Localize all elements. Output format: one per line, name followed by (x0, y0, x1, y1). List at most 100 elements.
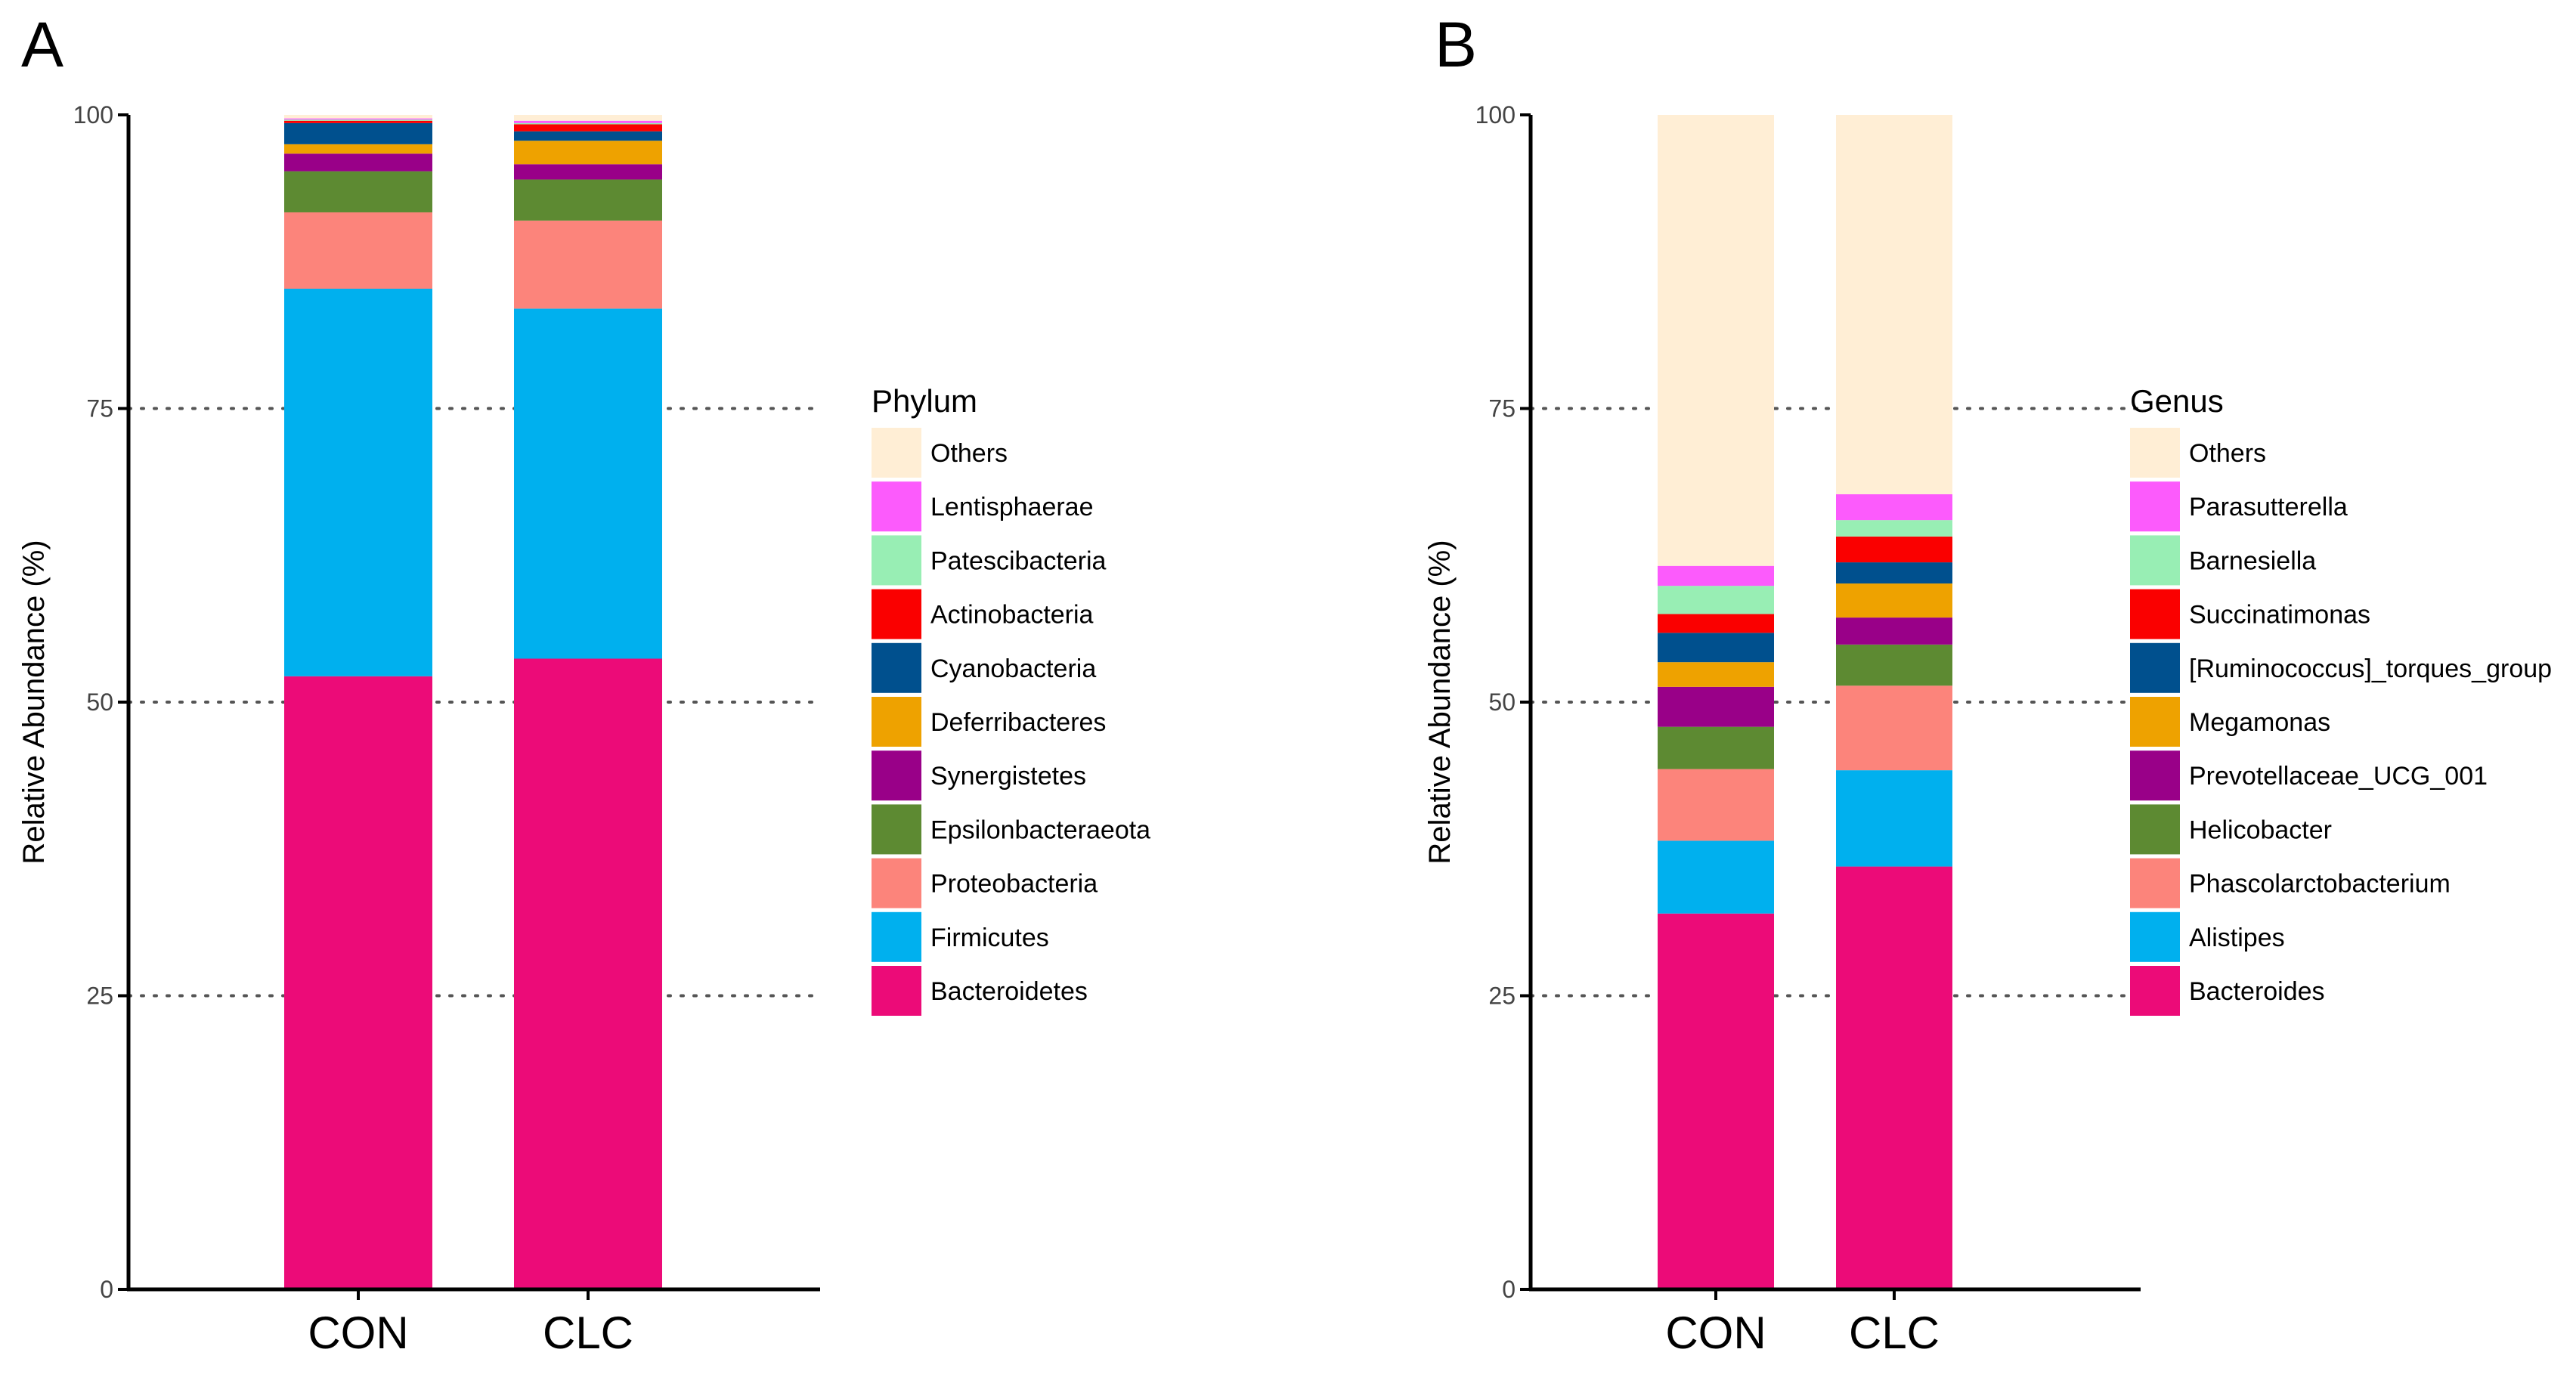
bar-segment-alistipes (1836, 770, 1952, 867)
bar-segment-helicobacter (1658, 726, 1774, 769)
legend-item: Firmicutes (872, 911, 1049, 962)
legend-label: Barnesiella (2189, 546, 2316, 575)
legend-key (872, 535, 921, 586)
bar-segment-parasutterella (1658, 565, 1774, 586)
bar-segment-succinatimonas (1658, 614, 1774, 633)
panel-label-a: A (21, 9, 63, 80)
legend-label: Deferribacteres (930, 708, 1106, 737)
legend-label: Cyanobacteria (930, 655, 1096, 683)
legend-item: Succinatimonas (2130, 589, 2370, 639)
legend-item: Epsilonbacteraeota (872, 804, 1150, 855)
legend-item: Proteobacteria (872, 858, 1098, 908)
bar-segment-lentisphaerae (284, 118, 432, 120)
bar-segment--ruminococcus-torques-group (1836, 562, 1952, 584)
bar-segment-synergistetes (514, 164, 662, 180)
legend-key (872, 697, 921, 747)
x-tick-label-clc: CLC (1849, 1307, 1940, 1358)
bar-segment-phascolarctobacterium (1658, 769, 1774, 841)
legend-label: Bacteroidetes (930, 977, 1088, 1006)
legend-item: Actinobacteria (872, 589, 1094, 639)
legend-item: Megamonas (2130, 697, 2330, 747)
legend-label: Megamonas (2189, 708, 2330, 737)
legend-key (872, 589, 921, 639)
legend-item: [Ruminococcus]_torques_group (2130, 642, 2552, 693)
legend-item: Bacteroides (2130, 966, 2325, 1016)
y-tick-label: 75 (1488, 395, 1516, 422)
y-tick-label: 0 (1502, 1276, 1516, 1303)
legend-key (2130, 858, 2180, 908)
y-tick-label: 0 (100, 1276, 113, 1303)
panel-label-b: B (1435, 9, 1477, 80)
bar-segment-patescibacteria (514, 122, 662, 125)
legend: Phylum Others Lentisphaerae Patescibacteria… (872, 383, 1150, 1016)
legend-label: Phascolarctobacterium (2189, 870, 2451, 899)
bar-stack-clc (514, 115, 662, 1289)
legend-label: Epsilonbacteraeota (930, 815, 1150, 844)
legend-key (872, 804, 921, 855)
legend-item: Others (2130, 428, 2266, 478)
bar-segment-others (514, 115, 662, 121)
bar-stack-con (1658, 115, 1774, 1289)
legend-key (2130, 589, 2180, 639)
bar-segment-cyanobacteria (284, 122, 432, 144)
legend-label: [Ruminococcus]_torques_group (2189, 655, 2552, 683)
bar-segment-epsilonbacteraeota (284, 171, 432, 212)
bar-segment-prevotellaceae-ucg-001 (1836, 617, 1952, 645)
bar-segment-megamonas (1658, 662, 1774, 687)
legend-item: Patescibacteria (872, 535, 1107, 586)
bar-segment-cyanobacteria (514, 131, 662, 141)
bar-segment-actinobacteria (284, 120, 432, 123)
legend-label: Actinobacteria (930, 601, 1094, 630)
legend-key (872, 911, 921, 962)
legend-item: Alistipes (2130, 911, 2285, 962)
legend-key (2130, 911, 2180, 962)
legend-key (2130, 750, 2180, 801)
legend-label: Lentisphaerae (930, 493, 1094, 521)
legend-label: Synergistetes (930, 762, 1086, 791)
bar-segment-firmicutes (514, 308, 662, 659)
legend-label: Parasutterella (2189, 493, 2348, 521)
x-tick-label-con: CON (308, 1307, 408, 1358)
bar-segment-proteobacteria (514, 220, 662, 309)
bar-segment-deferribacteres (284, 144, 432, 154)
legend-item: Phascolarctobacterium (2130, 858, 2451, 908)
bar-segment-barnesiella (1658, 586, 1774, 614)
legend-key (872, 750, 921, 801)
legend-item: Bacteroidetes (872, 966, 1088, 1016)
bar-segment-lentisphaerae (514, 120, 662, 123)
y-tick-label: 75 (86, 395, 113, 422)
bar-segment-deferribacteres (514, 141, 662, 165)
bar-segment--ruminococcus-torques-group (1658, 633, 1774, 663)
legend-label: Firmicutes (930, 924, 1049, 952)
bar-segment-bacteroides (1658, 913, 1774, 1289)
bar-segment-patescibacteria (284, 119, 432, 121)
x-tick-label-con: CON (1665, 1307, 1766, 1358)
y-tick-label: 100 (1475, 101, 1516, 128)
panel-a: A 0 25 50 75 100 Relative Abundance (%) CON CLC… (17, 9, 1150, 1358)
legend-key (2130, 481, 2180, 532)
bar-segment-actinobacteria (514, 124, 662, 132)
panel-b: B 0 25 50 75 100 Relative Abundance (%) CON CLC… (1423, 9, 2552, 1358)
legend-title: Genus (2130, 383, 2224, 419)
legend-item: Lentisphaerae (872, 481, 1094, 532)
bar-segment-alistipes (1658, 840, 1774, 914)
legend-label: Helicobacter (2189, 815, 2332, 844)
legend-label: Patescibacteria (930, 546, 1107, 575)
y-tick-label: 50 (1488, 689, 1516, 716)
legend-label: Prevotellaceae_UCG_001 (2189, 762, 2488, 791)
legend-key (2130, 966, 2180, 1016)
legend-label: Bacteroides (2189, 977, 2325, 1006)
legend-item: Synergistetes (872, 750, 1086, 801)
bar-segment-prevotellaceae-ucg-001 (1658, 686, 1774, 727)
y-tick-label: 25 (86, 983, 113, 1010)
bar-segment-others (1658, 115, 1774, 566)
bar-segment-epsilonbacteraeota (514, 179, 662, 221)
gridlines (127, 407, 822, 998)
legend-key (872, 481, 921, 532)
legend-label: Others (2189, 439, 2266, 468)
bar-segment-bacteroidetes (514, 658, 662, 1289)
legend-key (2130, 804, 2180, 855)
bar-segment-helicobacter (1836, 644, 1952, 686)
legend-key (872, 642, 921, 693)
legend-item: Cyanobacteria (872, 642, 1096, 693)
